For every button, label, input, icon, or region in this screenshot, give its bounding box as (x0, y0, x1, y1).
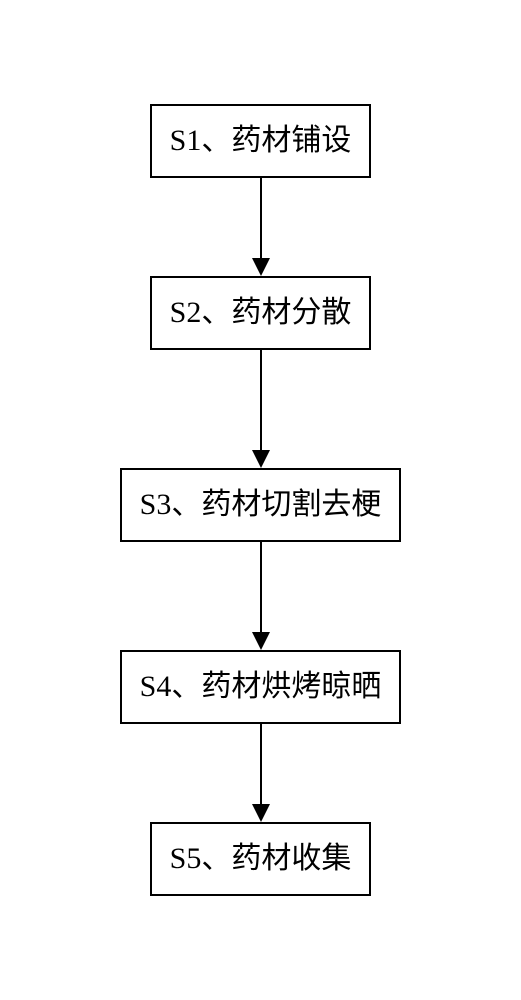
arrow-line-icon (260, 542, 262, 632)
step-label: S3、药材切割去梗 (140, 488, 382, 521)
arrow-head-icon (252, 632, 270, 650)
step-label: S1、药材铺设 (170, 124, 352, 157)
step-box-s1: S1、药材铺设 (150, 104, 372, 178)
arrow-3 (252, 542, 270, 650)
step-label: S2、药材分散 (170, 296, 352, 329)
arrow-line-icon (260, 350, 262, 450)
step-box-s2: S2、药材分散 (150, 276, 372, 350)
step-box-s5: S5、药材收集 (150, 822, 372, 896)
step-box-s4: S4、药材烘烤晾晒 (120, 650, 402, 724)
step-box-s3: S3、药材切割去梗 (120, 468, 402, 542)
arrow-4 (252, 724, 270, 822)
arrow-1 (252, 178, 270, 276)
arrow-head-icon (252, 450, 270, 468)
flowchart-container: S1、药材铺设 S2、药材分散 S3、药材切割去梗 S4、药材烘烤晾晒 S5、药… (120, 104, 402, 896)
step-label: S5、药材收集 (170, 842, 352, 875)
arrow-2 (252, 350, 270, 468)
arrow-line-icon (260, 178, 262, 258)
arrow-head-icon (252, 258, 270, 276)
step-label: S4、药材烘烤晾晒 (140, 670, 382, 703)
arrow-head-icon (252, 804, 270, 822)
arrow-line-icon (260, 724, 262, 804)
